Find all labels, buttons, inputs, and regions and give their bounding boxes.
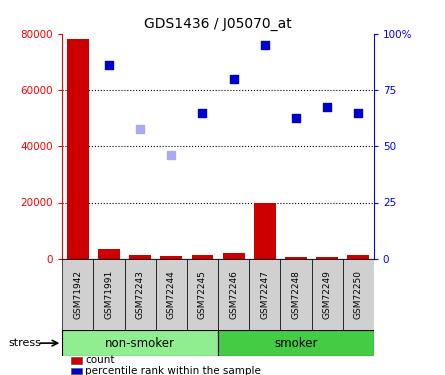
Text: GSM72244: GSM72244 xyxy=(167,270,176,319)
Bar xyxy=(223,253,245,259)
Text: GSM71991: GSM71991 xyxy=(105,270,113,319)
Text: GSM72245: GSM72245 xyxy=(198,270,207,319)
Text: GSM72250: GSM72250 xyxy=(354,270,363,319)
Bar xyxy=(312,259,343,330)
Bar xyxy=(316,256,338,259)
Text: GSM72246: GSM72246 xyxy=(229,270,238,319)
Text: GSM72248: GSM72248 xyxy=(291,270,300,319)
Text: percentile rank within the sample: percentile rank within the sample xyxy=(85,366,261,375)
Text: smoker: smoker xyxy=(274,337,318,350)
Bar xyxy=(249,259,280,330)
Point xyxy=(168,152,175,157)
Point xyxy=(199,110,206,116)
Text: GSM72249: GSM72249 xyxy=(323,270,332,319)
Text: GSM72247: GSM72247 xyxy=(260,270,269,319)
Bar xyxy=(67,39,89,259)
Bar xyxy=(254,202,276,259)
Point xyxy=(292,115,299,121)
Bar xyxy=(218,259,249,330)
Text: stress: stress xyxy=(9,338,42,348)
Text: GSM71942: GSM71942 xyxy=(73,270,82,319)
Point xyxy=(324,104,331,110)
Point xyxy=(105,62,113,68)
Bar xyxy=(280,259,312,330)
Bar xyxy=(62,330,218,356)
Point xyxy=(355,110,362,116)
Text: GSM72243: GSM72243 xyxy=(136,270,145,319)
Title: GDS1436 / J05070_at: GDS1436 / J05070_at xyxy=(144,17,292,32)
Bar xyxy=(156,259,187,330)
Bar xyxy=(93,259,125,330)
Point xyxy=(230,76,237,82)
Bar xyxy=(125,259,156,330)
Text: count: count xyxy=(85,356,115,365)
Bar xyxy=(161,256,182,259)
Bar xyxy=(348,255,369,259)
Bar xyxy=(218,330,374,356)
Bar xyxy=(343,259,374,330)
Bar xyxy=(98,249,120,259)
Bar xyxy=(129,255,151,259)
Text: non-smoker: non-smoker xyxy=(105,337,175,350)
Bar xyxy=(191,255,214,259)
Bar xyxy=(285,257,307,259)
Bar xyxy=(187,259,218,330)
Point xyxy=(137,126,144,132)
Point xyxy=(261,42,268,48)
Bar xyxy=(62,259,93,330)
